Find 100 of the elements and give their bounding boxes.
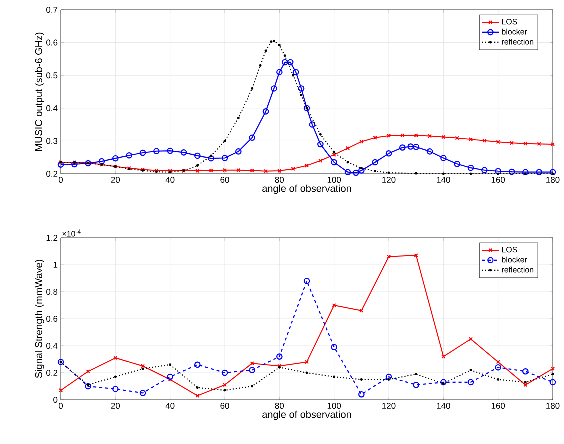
point <box>413 382 420 388</box>
point <box>522 169 529 176</box>
point <box>222 168 228 172</box>
point <box>386 254 392 259</box>
point <box>346 146 350 150</box>
point <box>180 150 188 156</box>
y-tick-label: 0.6 <box>46 40 58 46</box>
point <box>442 354 446 359</box>
point <box>249 134 256 142</box>
point <box>309 122 316 128</box>
x-tick-label: 60 <box>220 177 230 184</box>
y-tick-label: 0.7 <box>46 7 58 13</box>
x-tick-label: 100 <box>328 403 342 410</box>
y-tick-label: 1.2 <box>46 235 58 241</box>
point <box>287 59 294 66</box>
y-tick-label: 0 <box>54 397 58 403</box>
x-tick-label: 20 <box>111 403 120 410</box>
point <box>440 379 447 386</box>
point <box>440 155 447 162</box>
point <box>282 59 288 66</box>
point <box>386 134 392 138</box>
point <box>426 148 434 155</box>
point <box>468 164 474 172</box>
point <box>482 138 487 143</box>
point <box>358 168 365 174</box>
point <box>455 136 460 140</box>
point <box>194 152 201 160</box>
y-tick-label: 0.2 <box>46 171 58 177</box>
x-axis-title: angle of observation <box>262 410 352 420</box>
point <box>468 138 474 142</box>
point <box>482 167 488 174</box>
x-tick-label: 40 <box>166 403 175 410</box>
point <box>344 169 352 176</box>
point <box>495 364 502 371</box>
point <box>250 168 254 173</box>
point <box>208 155 214 162</box>
point <box>140 150 146 156</box>
point <box>508 168 516 176</box>
point <box>510 141 514 146</box>
point <box>222 370 228 376</box>
y-tick-label: 0.4 <box>46 343 58 349</box>
point <box>222 155 228 162</box>
x-tick-label: 140 <box>437 403 450 410</box>
point <box>442 135 446 140</box>
x-tick-label: 80 <box>275 403 284 410</box>
point <box>209 168 214 173</box>
point <box>249 367 256 374</box>
point <box>318 158 323 163</box>
y-axis-title: MUSIC output (sub-6 GHz) <box>35 32 44 151</box>
point <box>304 278 310 284</box>
point <box>72 161 78 168</box>
point <box>454 161 460 168</box>
x-tick-label: 180 <box>546 403 560 410</box>
point <box>298 86 305 92</box>
y-tick-label: 0.6 <box>46 316 58 322</box>
x-tick-label: 100 <box>328 177 342 184</box>
x-tick-label: 20 <box>111 177 120 184</box>
point <box>331 344 338 350</box>
x-tick-label: 140 <box>437 177 450 184</box>
point <box>304 360 310 364</box>
y-tick-label: 0.4 <box>46 105 58 112</box>
point <box>236 148 242 155</box>
point <box>126 152 132 159</box>
point <box>353 170 360 176</box>
x-tick-label: 0 <box>58 177 64 184</box>
y-tick-label: 0.2 <box>46 370 58 376</box>
x-tick-label: 80 <box>275 177 284 184</box>
point <box>522 368 529 375</box>
point <box>222 383 228 388</box>
x-axis-title: angle of observation <box>262 184 352 194</box>
point <box>550 379 556 386</box>
point <box>496 140 500 144</box>
point <box>271 86 278 92</box>
point <box>468 379 474 386</box>
point <box>154 148 160 155</box>
point <box>524 383 528 388</box>
point <box>372 159 378 166</box>
y-tick-label: 0.3 <box>46 138 58 144</box>
point <box>413 144 420 150</box>
point <box>536 169 542 176</box>
point <box>400 144 406 151</box>
point <box>167 374 174 380</box>
point <box>360 140 364 144</box>
y-tick-label: 0.8 <box>46 289 58 295</box>
point <box>358 391 365 398</box>
point <box>408 144 414 150</box>
point <box>85 383 92 390</box>
point <box>292 69 300 76</box>
y-axis-title: Signal Strength (mmWave) <box>35 260 44 378</box>
x-tick-label: 160 <box>492 403 506 410</box>
x-tick-label: 160 <box>492 177 506 184</box>
point <box>98 158 106 165</box>
point <box>112 386 119 392</box>
point <box>276 69 283 76</box>
x-tick-label: 0 <box>58 403 64 410</box>
point <box>140 390 146 396</box>
point <box>495 168 502 175</box>
x-tick-label: 40 <box>166 177 175 184</box>
point <box>276 354 283 360</box>
point <box>386 150 392 157</box>
